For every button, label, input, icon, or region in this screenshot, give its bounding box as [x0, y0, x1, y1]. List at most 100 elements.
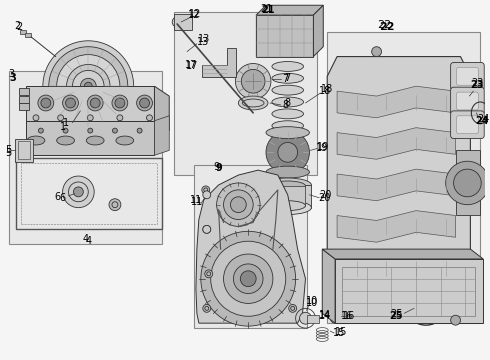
Bar — [25, 33, 31, 37]
Polygon shape — [337, 211, 456, 242]
Circle shape — [205, 270, 213, 278]
Circle shape — [73, 71, 104, 102]
Circle shape — [84, 82, 92, 90]
Text: 16: 16 — [343, 311, 355, 321]
Text: 18: 18 — [319, 86, 331, 96]
Circle shape — [58, 115, 64, 121]
Circle shape — [57, 55, 120, 118]
Bar — [270, 186, 305, 206]
Text: 22: 22 — [377, 20, 392, 30]
Circle shape — [87, 115, 93, 121]
Polygon shape — [26, 86, 154, 121]
Circle shape — [63, 176, 94, 208]
Polygon shape — [196, 170, 305, 323]
Circle shape — [223, 190, 253, 220]
Text: 10: 10 — [306, 296, 318, 306]
FancyBboxPatch shape — [457, 92, 478, 110]
Bar — [194, 165, 307, 328]
Text: 6: 6 — [60, 193, 66, 203]
Text: 21: 21 — [260, 4, 272, 14]
Text: 16: 16 — [341, 311, 353, 321]
Text: 23: 23 — [470, 80, 484, 90]
Circle shape — [74, 187, 83, 197]
Circle shape — [137, 95, 152, 111]
Circle shape — [454, 169, 481, 197]
Text: 9: 9 — [214, 162, 220, 172]
Polygon shape — [314, 5, 323, 57]
Ellipse shape — [270, 201, 305, 211]
Circle shape — [66, 98, 75, 108]
Text: 9: 9 — [215, 163, 222, 173]
Circle shape — [109, 199, 121, 211]
Circle shape — [140, 98, 149, 108]
Text: 23: 23 — [471, 78, 484, 88]
Ellipse shape — [272, 85, 303, 95]
Circle shape — [201, 231, 295, 326]
Text: 12: 12 — [188, 10, 200, 20]
Text: 25: 25 — [390, 309, 403, 319]
Bar — [20, 30, 26, 34]
Text: 18: 18 — [321, 84, 333, 94]
Circle shape — [67, 64, 110, 108]
Text: 21: 21 — [261, 5, 275, 15]
Bar — [18, 141, 30, 159]
Text: 13: 13 — [196, 37, 209, 47]
Text: 4: 4 — [85, 236, 91, 246]
Circle shape — [235, 63, 271, 99]
Bar — [19, 103, 29, 110]
Bar — [16, 158, 162, 229]
Circle shape — [115, 98, 125, 108]
Circle shape — [211, 241, 286, 316]
Polygon shape — [327, 57, 470, 303]
Ellipse shape — [238, 96, 268, 110]
Circle shape — [41, 98, 51, 108]
Circle shape — [172, 17, 182, 27]
FancyBboxPatch shape — [451, 111, 484, 139]
Text: 24: 24 — [477, 114, 490, 124]
Circle shape — [117, 115, 123, 121]
Circle shape — [289, 305, 296, 312]
Circle shape — [299, 312, 312, 324]
Bar — [174, 12, 318, 175]
Text: 13: 13 — [197, 34, 210, 44]
Bar — [21, 163, 157, 224]
Circle shape — [446, 161, 489, 205]
FancyBboxPatch shape — [457, 67, 478, 85]
Circle shape — [203, 225, 211, 233]
Ellipse shape — [86, 136, 104, 145]
Bar — [342, 267, 475, 316]
Text: 3: 3 — [8, 69, 14, 79]
Ellipse shape — [272, 62, 303, 71]
FancyBboxPatch shape — [451, 63, 484, 90]
Text: 8: 8 — [283, 100, 289, 110]
Text: 4: 4 — [82, 234, 88, 244]
Text: 6: 6 — [54, 192, 61, 202]
Circle shape — [112, 95, 128, 111]
Circle shape — [63, 95, 78, 111]
Polygon shape — [322, 249, 335, 323]
Circle shape — [63, 128, 68, 133]
Text: 7: 7 — [283, 74, 289, 84]
Text: 11: 11 — [190, 195, 202, 205]
Text: 15: 15 — [333, 328, 345, 338]
Ellipse shape — [266, 127, 310, 139]
Bar — [307, 315, 319, 323]
Circle shape — [203, 191, 211, 199]
Circle shape — [90, 98, 100, 108]
Text: 17: 17 — [185, 60, 197, 71]
Circle shape — [147, 115, 152, 121]
Text: 7: 7 — [285, 73, 291, 83]
Text: 14: 14 — [319, 310, 331, 320]
Text: 2: 2 — [14, 21, 20, 31]
Polygon shape — [202, 48, 236, 77]
Bar — [456, 150, 480, 215]
Text: 22: 22 — [379, 22, 394, 32]
Circle shape — [266, 131, 310, 174]
Polygon shape — [256, 5, 323, 15]
Circle shape — [278, 143, 297, 162]
Bar — [19, 96, 29, 103]
Text: 20: 20 — [318, 193, 330, 203]
Circle shape — [80, 78, 96, 94]
Text: 20: 20 — [319, 190, 331, 200]
Circle shape — [203, 225, 211, 233]
